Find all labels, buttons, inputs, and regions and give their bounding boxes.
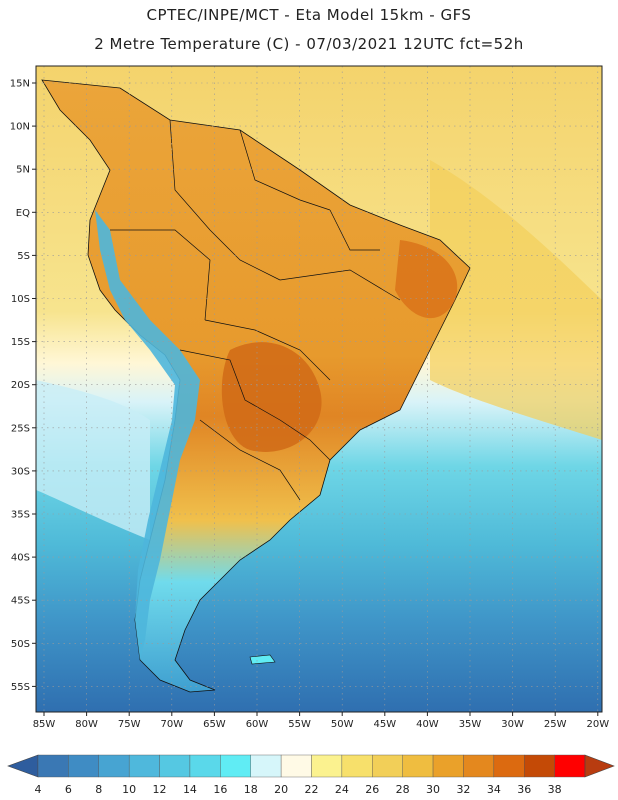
lat-tick-label: 5N bbox=[16, 165, 30, 176]
colorbar-swatch bbox=[463, 754, 495, 778]
lat-tick-label: 5S bbox=[17, 251, 30, 262]
colorbar-swatch bbox=[128, 754, 160, 778]
lat-tick-label: 45S bbox=[11, 596, 30, 607]
colorbar-tick-label: 34 bbox=[487, 783, 501, 796]
colorbar-tick-label: 24 bbox=[335, 783, 349, 796]
lat-tick-label: 35S bbox=[11, 510, 30, 521]
colorbar-swatch bbox=[554, 754, 586, 778]
colorbar-swatch bbox=[250, 754, 282, 778]
lat-tick-label: 10N bbox=[10, 122, 30, 133]
lon-tick-label: 25W bbox=[544, 719, 567, 730]
lat-tick-label: 10S bbox=[11, 294, 30, 305]
lon-tick-label: 80W bbox=[75, 719, 98, 730]
colorbar-tick-label: 12 bbox=[153, 783, 167, 796]
colorbar-swatch bbox=[37, 754, 69, 778]
colorbar-swatch bbox=[311, 754, 343, 778]
colorbar-tick-label: 36 bbox=[517, 783, 531, 796]
lon-tick-label: 50W bbox=[331, 719, 354, 730]
lon-tick-label: 65W bbox=[203, 719, 226, 730]
colorbar-swatch bbox=[159, 754, 191, 778]
colorbar-tick-label: 14 bbox=[183, 783, 197, 796]
colorbar-tick-label: 38 bbox=[548, 783, 562, 796]
colorbar-high-arrow bbox=[584, 754, 615, 778]
colorbar-swatch bbox=[402, 754, 434, 778]
colorbar-low-arrow bbox=[7, 754, 39, 778]
country-borders bbox=[110, 119, 401, 501]
colorbar-swatch bbox=[280, 754, 312, 778]
latitude-labels: 15N 10N 5N EQ 5S 10S 15S 20S 25S 30S 35S 40S 45S 50S 5… bbox=[10, 79, 36, 693]
colorbar-swatch bbox=[432, 754, 464, 778]
lon-tick-label: 30W bbox=[501, 719, 524, 730]
lon-tick-label: 75W bbox=[118, 719, 141, 730]
lon-tick-label: 85W bbox=[33, 719, 56, 730]
colorbar-swatch bbox=[220, 754, 251, 778]
colorbar-swatch bbox=[68, 754, 99, 778]
colorbar-tick-label: 32 bbox=[456, 783, 470, 796]
lon-tick-label: 40W bbox=[416, 719, 439, 730]
warm-ocean-band bbox=[430, 160, 602, 440]
falkland-islands bbox=[249, 654, 276, 665]
pacific-cool-band bbox=[36, 380, 150, 540]
lon-tick-label: 20W bbox=[586, 719, 609, 730]
graticule bbox=[36, 66, 602, 712]
colorbar-tick-label: 8 bbox=[95, 783, 102, 796]
colorbar-swatch bbox=[493, 754, 525, 778]
lon-tick-label: 45W bbox=[373, 719, 396, 730]
lat-tick-label: 55S bbox=[11, 682, 30, 693]
lat-tick-label: 25S bbox=[11, 423, 30, 434]
colorbar-swatch bbox=[98, 754, 130, 778]
lat-tick-label: 15S bbox=[11, 337, 30, 348]
colorbar-swatch bbox=[189, 754, 221, 778]
hot-core-region bbox=[221, 342, 322, 452]
chart-subtitle: 2 Metre Temperature (C) - 07/03/2021 12U… bbox=[94, 35, 524, 53]
lon-tick-label: 55W bbox=[288, 719, 311, 730]
lat-tick-label: 20S bbox=[11, 380, 30, 391]
map-frame bbox=[35, 65, 603, 713]
colorbar: 4 6 8 10 12 14 16 18 20 22 24 26 28 30 32 34 36 38 bbox=[7, 754, 615, 796]
colorbar-tick-label: 20 bbox=[274, 783, 288, 796]
colorbar-tick-label: 6 bbox=[65, 783, 72, 796]
colorbar-tick-label: 4 bbox=[35, 783, 42, 796]
colorbar-tick-label: 16 bbox=[213, 783, 227, 796]
andes-cold-strip bbox=[95, 210, 200, 660]
lon-tick-label: 70W bbox=[160, 719, 183, 730]
colorbar-tick-label: 30 bbox=[426, 783, 440, 796]
lon-tick-label: 60W bbox=[246, 719, 269, 730]
colorbar-swatch bbox=[372, 754, 403, 778]
lat-tick-label: 30S bbox=[11, 466, 30, 477]
lat-tick-label: 15N bbox=[10, 79, 30, 90]
colorbar-tick-label: 26 bbox=[365, 783, 379, 796]
lat-tick-label: 50S bbox=[11, 639, 30, 650]
lat-tick-label: 40S bbox=[11, 553, 30, 564]
colorbar-swatch bbox=[341, 754, 373, 778]
lon-tick-label: 35W bbox=[459, 719, 482, 730]
colorbar-tick-label: 28 bbox=[396, 783, 410, 796]
chart-title: CPTEC/INPE/MCT - Eta Model 15km - GFS bbox=[146, 6, 472, 24]
lat-tick-label: EQ bbox=[16, 208, 30, 219]
colorbar-tick-label: 22 bbox=[305, 783, 319, 796]
longitude-labels: 85W 80W 75W 70W 65W 60W 55W 50W 45W 40W 35W 30W 25W 2… bbox=[33, 712, 609, 730]
colorbar-tick-label: 18 bbox=[244, 783, 258, 796]
colorbar-tick-label: 10 bbox=[122, 783, 136, 796]
colorbar-swatch bbox=[524, 754, 555, 778]
